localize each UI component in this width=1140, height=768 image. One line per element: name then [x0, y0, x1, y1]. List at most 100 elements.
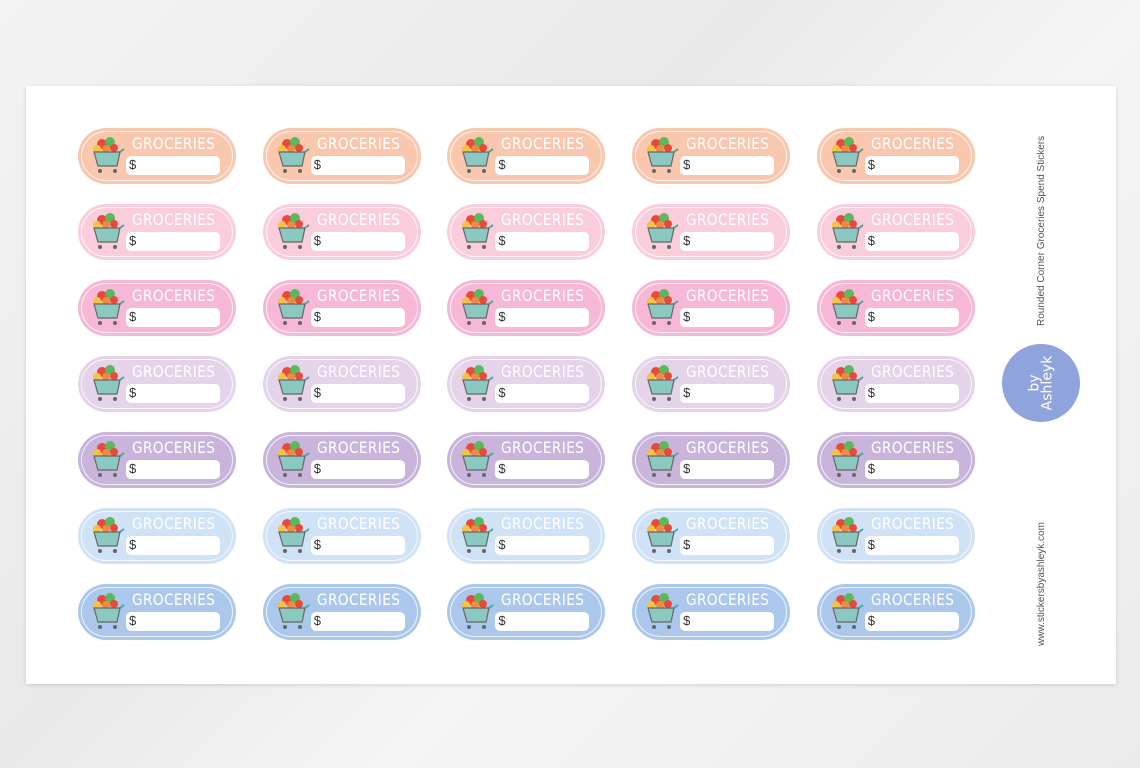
shopping-cart-icon	[90, 591, 126, 633]
shopping-cart-icon	[90, 211, 126, 253]
groceries-sticker: GROCERIES $	[447, 508, 606, 564]
dollar-sign: $	[683, 613, 691, 628]
amount-field: $	[495, 612, 590, 631]
groceries-sticker: GROCERIES $	[262, 204, 421, 260]
dollar-sign: $	[313, 461, 321, 476]
dollar-sign: $	[867, 233, 876, 248]
sticker-title: GROCERIES	[501, 286, 585, 305]
shopping-cart-icon	[275, 363, 311, 405]
shopping-cart-icon	[829, 363, 865, 405]
amount-field: $	[310, 612, 405, 631]
dollar-sign: $	[129, 461, 137, 476]
shopping-cart-icon	[459, 287, 495, 329]
sticker-title: GROCERIES	[132, 134, 216, 153]
groceries-sticker: GROCERIES $	[447, 128, 606, 184]
amount-field: $	[310, 232, 405, 251]
sticker-title: GROCERIES	[132, 438, 216, 457]
dollar-sign: $	[683, 157, 691, 172]
dollar-sign: $	[498, 233, 506, 248]
dollar-sign: $	[129, 157, 137, 172]
groceries-sticker: GROCERIES $	[262, 356, 421, 412]
amount-field: $	[495, 384, 590, 403]
amount-field: $	[495, 308, 590, 327]
sticker-title: GROCERIES	[870, 590, 955, 609]
brand-logo: by Ashleyk	[1002, 344, 1080, 422]
dollar-sign: $	[498, 157, 506, 172]
shopping-cart-icon	[90, 135, 126, 177]
amount-field: $	[126, 612, 220, 631]
groceries-sticker: GROCERIES $	[816, 128, 975, 184]
dollar-sign: $	[498, 309, 506, 324]
groceries-sticker: GROCERIES $	[816, 204, 975, 260]
sticker-title: GROCERIES	[501, 362, 585, 381]
sticker-title: GROCERIES	[686, 134, 770, 153]
amount-field: $	[310, 308, 405, 327]
amount-field: $	[680, 384, 775, 403]
dollar-sign: $	[313, 233, 321, 248]
sticker-title: GROCERIES	[316, 362, 400, 381]
sticker-title: GROCERIES	[686, 514, 770, 533]
groceries-sticker: GROCERIES $	[262, 432, 421, 488]
sticker-title: GROCERIES	[132, 362, 216, 381]
dollar-sign: $	[313, 613, 321, 628]
amount-field: $	[310, 156, 405, 175]
shopping-cart-icon	[90, 287, 126, 329]
dollar-sign: $	[498, 385, 506, 400]
sticker-title: GROCERIES	[686, 590, 770, 609]
shopping-cart-icon	[829, 591, 865, 633]
dollar-sign: $	[129, 233, 137, 248]
logo-text: by Ashleyk	[1025, 355, 1055, 411]
amount-field: $	[126, 308, 220, 327]
groceries-sticker: GROCERIES $	[262, 280, 421, 336]
sticker-title: GROCERIES	[870, 514, 955, 533]
dollar-sign: $	[498, 461, 506, 476]
sticker-title: GROCERIES	[501, 210, 585, 229]
groceries-sticker: GROCERIES $	[447, 280, 606, 336]
dollar-sign: $	[313, 309, 321, 324]
amount-field: $	[680, 612, 775, 631]
shopping-cart-icon	[459, 135, 495, 177]
dollar-sign: $	[867, 385, 876, 400]
sticker-title: GROCERIES	[870, 438, 955, 457]
dollar-sign: $	[129, 613, 137, 628]
shopping-cart-icon	[275, 515, 311, 557]
sticker-title: GROCERIES	[686, 362, 770, 381]
groceries-sticker: GROCERIES $	[632, 432, 791, 488]
dollar-sign: $	[313, 537, 321, 552]
groceries-sticker: GROCERIES $	[816, 432, 975, 488]
sticker-title: GROCERIES	[316, 210, 400, 229]
groceries-sticker: GROCERIES $	[78, 432, 236, 488]
shopping-cart-icon	[644, 211, 680, 253]
shopping-cart-icon	[644, 287, 680, 329]
shopping-cart-icon	[829, 439, 865, 481]
shopping-cart-icon	[275, 439, 311, 481]
shopping-cart-icon	[644, 515, 680, 557]
sticker-title: GROCERIES	[501, 438, 585, 457]
amount-field: $	[310, 536, 405, 555]
dollar-sign: $	[867, 613, 876, 628]
groceries-sticker: GROCERIES $	[447, 356, 606, 412]
amount-field: $	[495, 460, 590, 479]
sticker-title: GROCERIES	[870, 362, 955, 381]
dollar-sign: $	[867, 537, 876, 552]
groceries-sticker: GROCERIES $	[78, 128, 236, 184]
shopping-cart-icon	[829, 211, 865, 253]
amount-field: $	[864, 460, 959, 479]
sticker-title: GROCERIES	[132, 514, 216, 533]
groceries-sticker: GROCERIES $	[262, 584, 421, 640]
amount-field: $	[126, 460, 220, 479]
groceries-sticker: GROCERIES $	[78, 204, 236, 260]
amount-field: $	[495, 232, 590, 251]
dollar-sign: $	[498, 613, 506, 628]
sticker-title: GROCERIES	[316, 286, 400, 305]
sticker-sheet: GROCERIES $ GROCERIES $ GROCERIES $ GROCERIES $…	[26, 86, 1116, 684]
shopping-cart-icon	[459, 515, 495, 557]
dollar-sign: $	[313, 385, 321, 400]
shopping-cart-icon	[829, 515, 865, 557]
shopping-cart-icon	[275, 135, 311, 177]
shopping-cart-icon	[275, 591, 311, 633]
shopping-cart-icon	[459, 363, 495, 405]
groceries-sticker: GROCERIES $	[632, 204, 791, 260]
dollar-sign: $	[683, 461, 691, 476]
groceries-sticker: GROCERIES $	[78, 280, 236, 336]
